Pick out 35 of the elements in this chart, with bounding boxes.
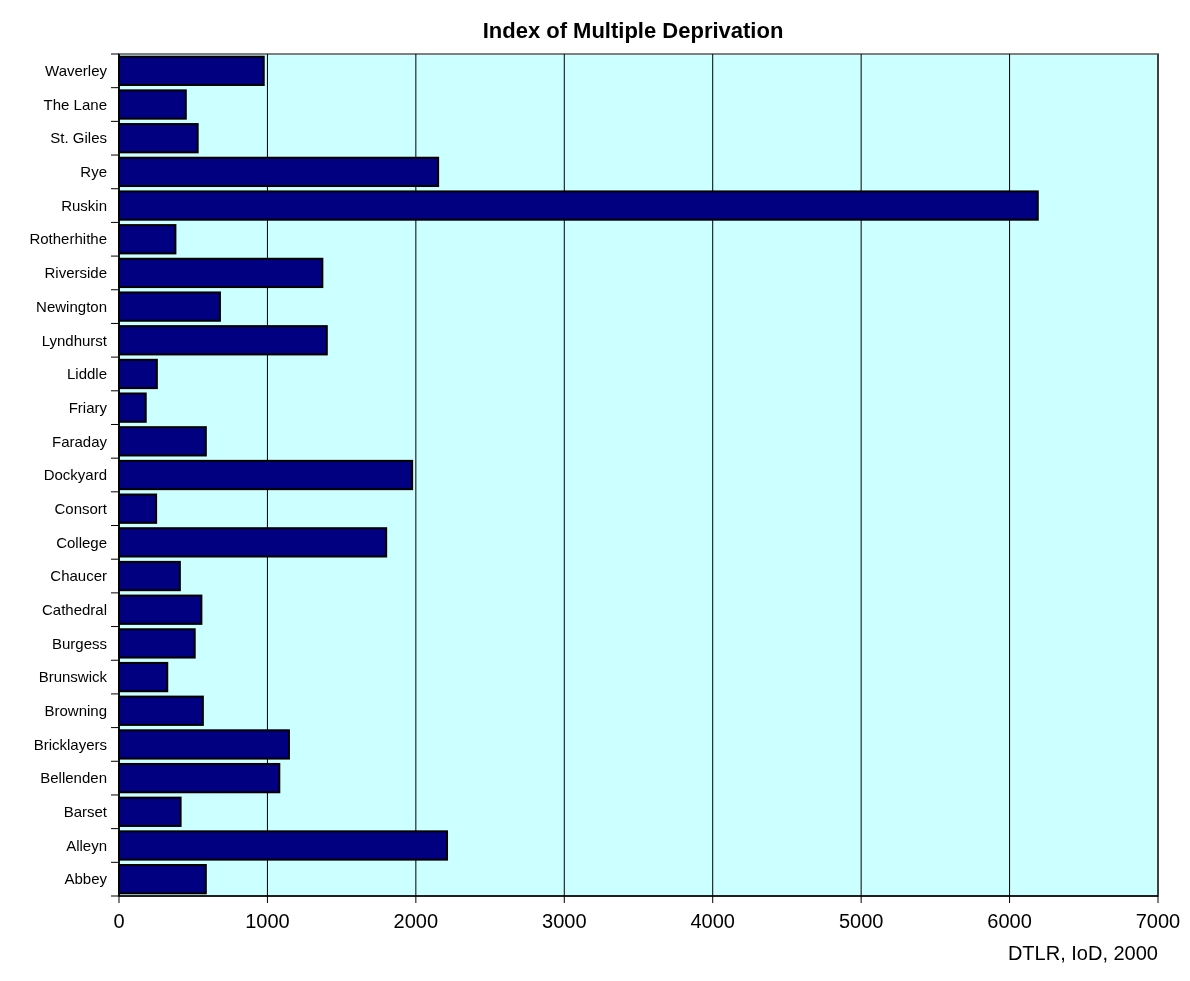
y-tick-label: Liddle: [66, 365, 107, 383]
y-tick-label: Dockyard: [43, 466, 107, 484]
x-tick-label: 5000: [838, 910, 884, 932]
x-tick-label: 3000: [542, 910, 587, 932]
x-tick-label: 2000: [393, 910, 439, 932]
y-tick-label: Rotherhithe: [29, 230, 107, 248]
y-tick-label: Faraday: [51, 432, 108, 450]
y-tick-label: Bellenden: [40, 769, 107, 787]
text: DTLR, IoD, 2000: [1007, 942, 1158, 964]
y-tick-label: Consort: [54, 499, 108, 517]
y-tick-label: Abbey: [64, 870, 108, 888]
y-tick-label: Waverley: [45, 62, 108, 80]
x-tick-label: 4000: [690, 910, 735, 932]
y-tick-label: Newington: [36, 297, 107, 315]
y-tick-label: Cathedral: [41, 600, 107, 618]
y-tick-label: Barset: [63, 803, 108, 821]
y-tick-label: Browning: [44, 702, 107, 720]
y-tick-label: Riverside: [44, 264, 107, 282]
x-tick-label: 1000: [245, 910, 290, 932]
chart-title: Index of Multiple Deprivation: [482, 18, 784, 43]
y-tick-label: St. Giles: [50, 129, 107, 147]
x-tick-label: 0: [113, 910, 125, 932]
y-tick-label: Friary: [68, 398, 108, 416]
y-tick-label: Rye: [80, 163, 107, 181]
y-tick-label: Ruskin: [61, 196, 107, 214]
y-tick-label: College: [56, 533, 107, 551]
y-tick-label: Burgess: [51, 634, 107, 652]
x-tick-label: 6000: [987, 910, 1032, 932]
y-tick-label: The Lane: [43, 95, 107, 113]
y-tick-label: Brunswick: [38, 668, 108, 686]
y-tick-label: Chaucer: [50, 567, 107, 585]
y-tick-label: Alleyn: [66, 836, 107, 854]
y-tick-label: Bricklayers: [33, 735, 107, 753]
y-tick-label: Lyndhurst: [41, 331, 108, 349]
x-tick-label: 7000: [1135, 910, 1181, 932]
